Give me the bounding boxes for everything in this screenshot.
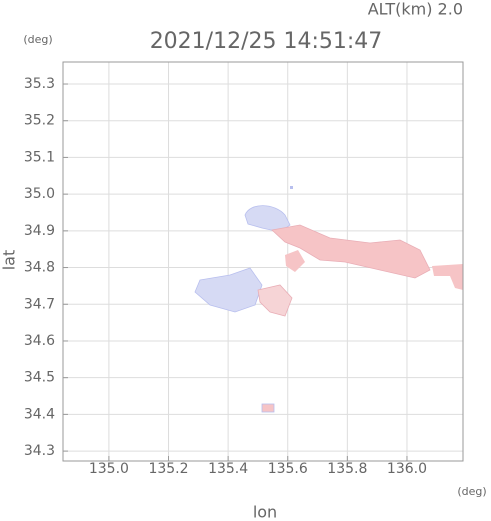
x-axis-label: lon (253, 503, 277, 521)
altitude: ALT(km) 2.0 (368, 0, 463, 19)
y-tick-label: 34.5 (24, 370, 55, 386)
y-tick-label: 35.1 (24, 149, 55, 165)
echo-pink (271, 224, 431, 279)
echo-field (194, 186, 463, 413)
echo-pink (257, 284, 293, 317)
y-tick-label: 35.0 (24, 186, 55, 202)
y-tick-label: 34.6 (24, 333, 55, 349)
y-tick-label: 35.3 (24, 76, 55, 92)
x-tick-label: 135.4 (208, 461, 248, 477)
x-tick-label: 135.2 (148, 461, 188, 477)
plot-frame (62, 61, 464, 462)
echo-blue (194, 267, 263, 313)
y-tick-label: 34.8 (24, 260, 55, 276)
echo-pink (261, 403, 275, 413)
x-tick-label: 136.0 (387, 461, 427, 477)
echo-blue (244, 205, 291, 233)
y-tick-label: 34.4 (24, 406, 55, 422)
y-tick-label: 35.2 (24, 113, 55, 129)
chart-title: 2021/12/25 14:51:47 (150, 29, 383, 54)
echo-blue (290, 186, 293, 189)
x-tick-label: 135.6 (268, 461, 308, 477)
echo-pink (285, 250, 305, 272)
y-tick-label: 34.7 (24, 296, 55, 312)
x-tick-label: 135.8 (327, 461, 367, 477)
y-tick-label: 34.3 (24, 443, 55, 459)
y-unit: (deg) (23, 33, 52, 46)
echo-pink (432, 264, 463, 290)
x-unit: (deg) (457, 485, 486, 498)
x-tick-label: 135.0 (89, 461, 129, 477)
y-tick-label: 34.9 (24, 223, 55, 239)
y-axis-label: lat (0, 250, 19, 271)
